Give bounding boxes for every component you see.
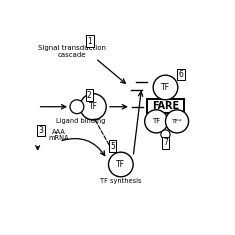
Circle shape xyxy=(161,130,170,139)
Text: Ligand binding: Ligand binding xyxy=(56,118,106,124)
Text: TF*: TF* xyxy=(172,119,182,124)
Text: TF: TF xyxy=(89,102,98,111)
Text: cascade: cascade xyxy=(58,52,86,58)
Circle shape xyxy=(80,94,106,120)
Text: TF: TF xyxy=(116,160,125,169)
Circle shape xyxy=(145,110,168,133)
Text: TF: TF xyxy=(161,83,170,92)
Text: Signal transduction: Signal transduction xyxy=(38,45,106,51)
Text: TF synthesis: TF synthesis xyxy=(100,178,141,184)
Text: mRNA: mRNA xyxy=(48,135,69,141)
Circle shape xyxy=(165,110,188,133)
Text: 3: 3 xyxy=(38,126,43,135)
Text: 5: 5 xyxy=(110,141,115,150)
Text: 6: 6 xyxy=(178,70,183,79)
Text: 7: 7 xyxy=(163,138,168,147)
Text: AAA: AAA xyxy=(51,129,65,135)
Text: 1: 1 xyxy=(88,37,92,46)
Text: 2: 2 xyxy=(87,91,92,100)
Text: TF: TF xyxy=(152,118,160,124)
Circle shape xyxy=(153,75,178,100)
Text: FARE: FARE xyxy=(152,101,179,111)
FancyBboxPatch shape xyxy=(147,99,184,113)
Circle shape xyxy=(70,100,84,114)
Circle shape xyxy=(109,152,133,177)
